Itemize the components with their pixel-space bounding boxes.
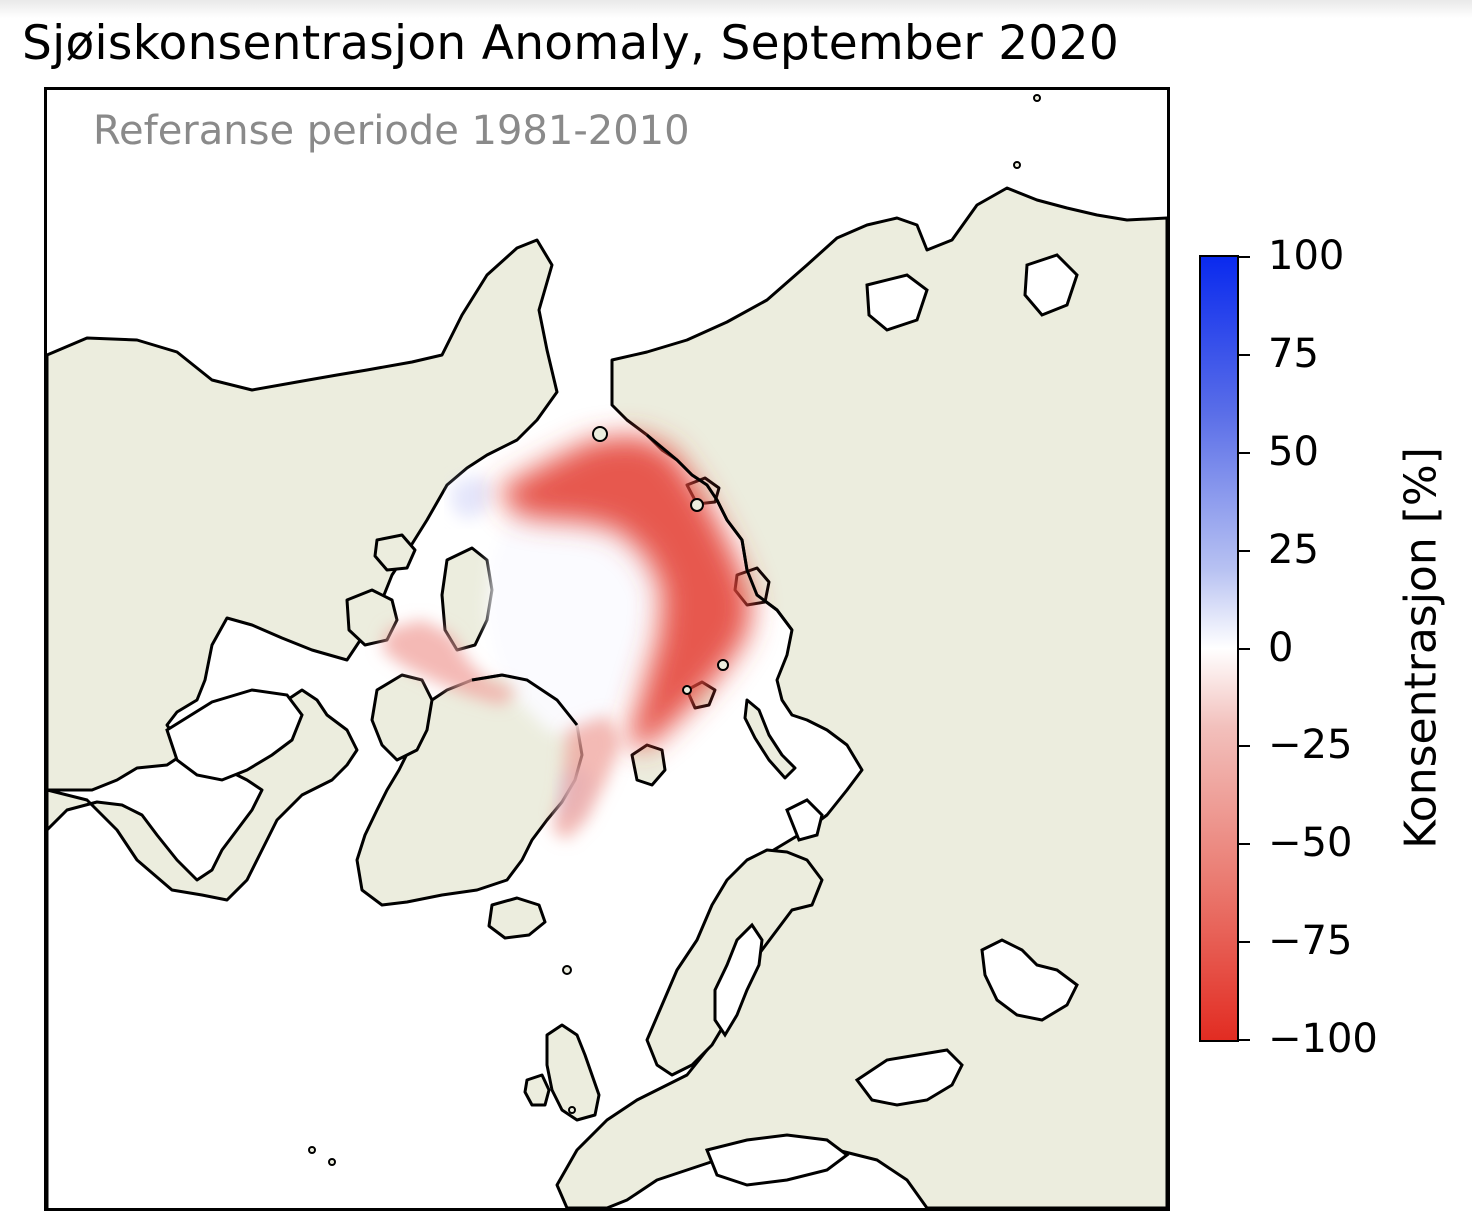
colorbar-tick	[1239, 941, 1250, 944]
land-baffin	[370, 673, 434, 762]
map-panel: Referanse periode 1981-2010	[44, 87, 1170, 1211]
island-dot	[328, 1158, 336, 1166]
colorbar-tick	[1239, 256, 1250, 258]
anomaly-negative-archipelago	[382, 620, 517, 705]
colorbar-tick	[1239, 451, 1250, 454]
east-siberian-coast	[865, 273, 929, 332]
colorbar-tick	[1239, 843, 1250, 846]
colorbar-tick-label: −25	[1268, 722, 1353, 769]
black-sea	[854, 1048, 964, 1107]
land-iceland	[487, 896, 547, 940]
colorbar-tick-label: 0	[1268, 624, 1294, 671]
baltic-sea	[713, 922, 764, 1038]
colorbar-tick	[1239, 745, 1250, 748]
colorbar-tick-label: 50	[1268, 428, 1319, 475]
colorbar-tick-label: 100	[1268, 233, 1345, 279]
polar-map	[47, 90, 1167, 1208]
okhotsk	[1023, 253, 1079, 317]
colorbar-tick	[1239, 353, 1250, 356]
mediterranean	[704, 1133, 850, 1187]
hudson-bay	[165, 688, 304, 782]
island-dot	[690, 498, 704, 512]
island-dot	[568, 1106, 576, 1114]
coast-greenland-north	[471, 673, 579, 726]
island-dot	[308, 1146, 316, 1154]
colorbar-tick-label: −75	[1268, 918, 1353, 965]
colorbar-tick-label: 75	[1268, 330, 1319, 377]
island-dot	[562, 965, 572, 975]
island-dot	[717, 659, 729, 671]
coast-laptev	[646, 433, 794, 631]
island-dot	[1033, 94, 1041, 102]
figure-title: Sjøiskonsentrasjon Anomaly, September 20…	[22, 16, 1120, 71]
island-dot	[1013, 161, 1021, 169]
colorbar-tick-label: −100	[1268, 1016, 1378, 1062]
white-sea	[785, 798, 824, 842]
island-dot	[682, 685, 692, 695]
anomaly-neutral	[487, 485, 657, 740]
anomaly-negative-main	[497, 435, 752, 750]
colorbar	[1199, 255, 1239, 1042]
colorbar-label: Konsentrasjon [%]	[1395, 447, 1447, 849]
colorbar-tick	[1239, 549, 1250, 552]
land-banks	[373, 533, 417, 572]
top-shade	[0, 0, 1472, 18]
land-novaya-zemlya	[743, 698, 797, 780]
island-dot	[592, 426, 608, 442]
reference-period-text: Referanse periode 1981-2010	[93, 108, 690, 154]
anomaly-field	[382, 435, 752, 840]
anomaly-negative-tail	[552, 715, 622, 840]
colorbar-tick-label: 25	[1268, 526, 1319, 573]
colorbar-tick	[1239, 1039, 1250, 1041]
caspian-sea	[980, 938, 1079, 1022]
colorbar-tick	[1239, 647, 1250, 650]
land-british-isles	[545, 1023, 601, 1122]
colorbar-tick-label: −50	[1268, 820, 1353, 867]
land-ellesmere	[440, 546, 494, 652]
anomaly-positive-patch	[452, 475, 492, 520]
land-ireland	[523, 1073, 551, 1107]
